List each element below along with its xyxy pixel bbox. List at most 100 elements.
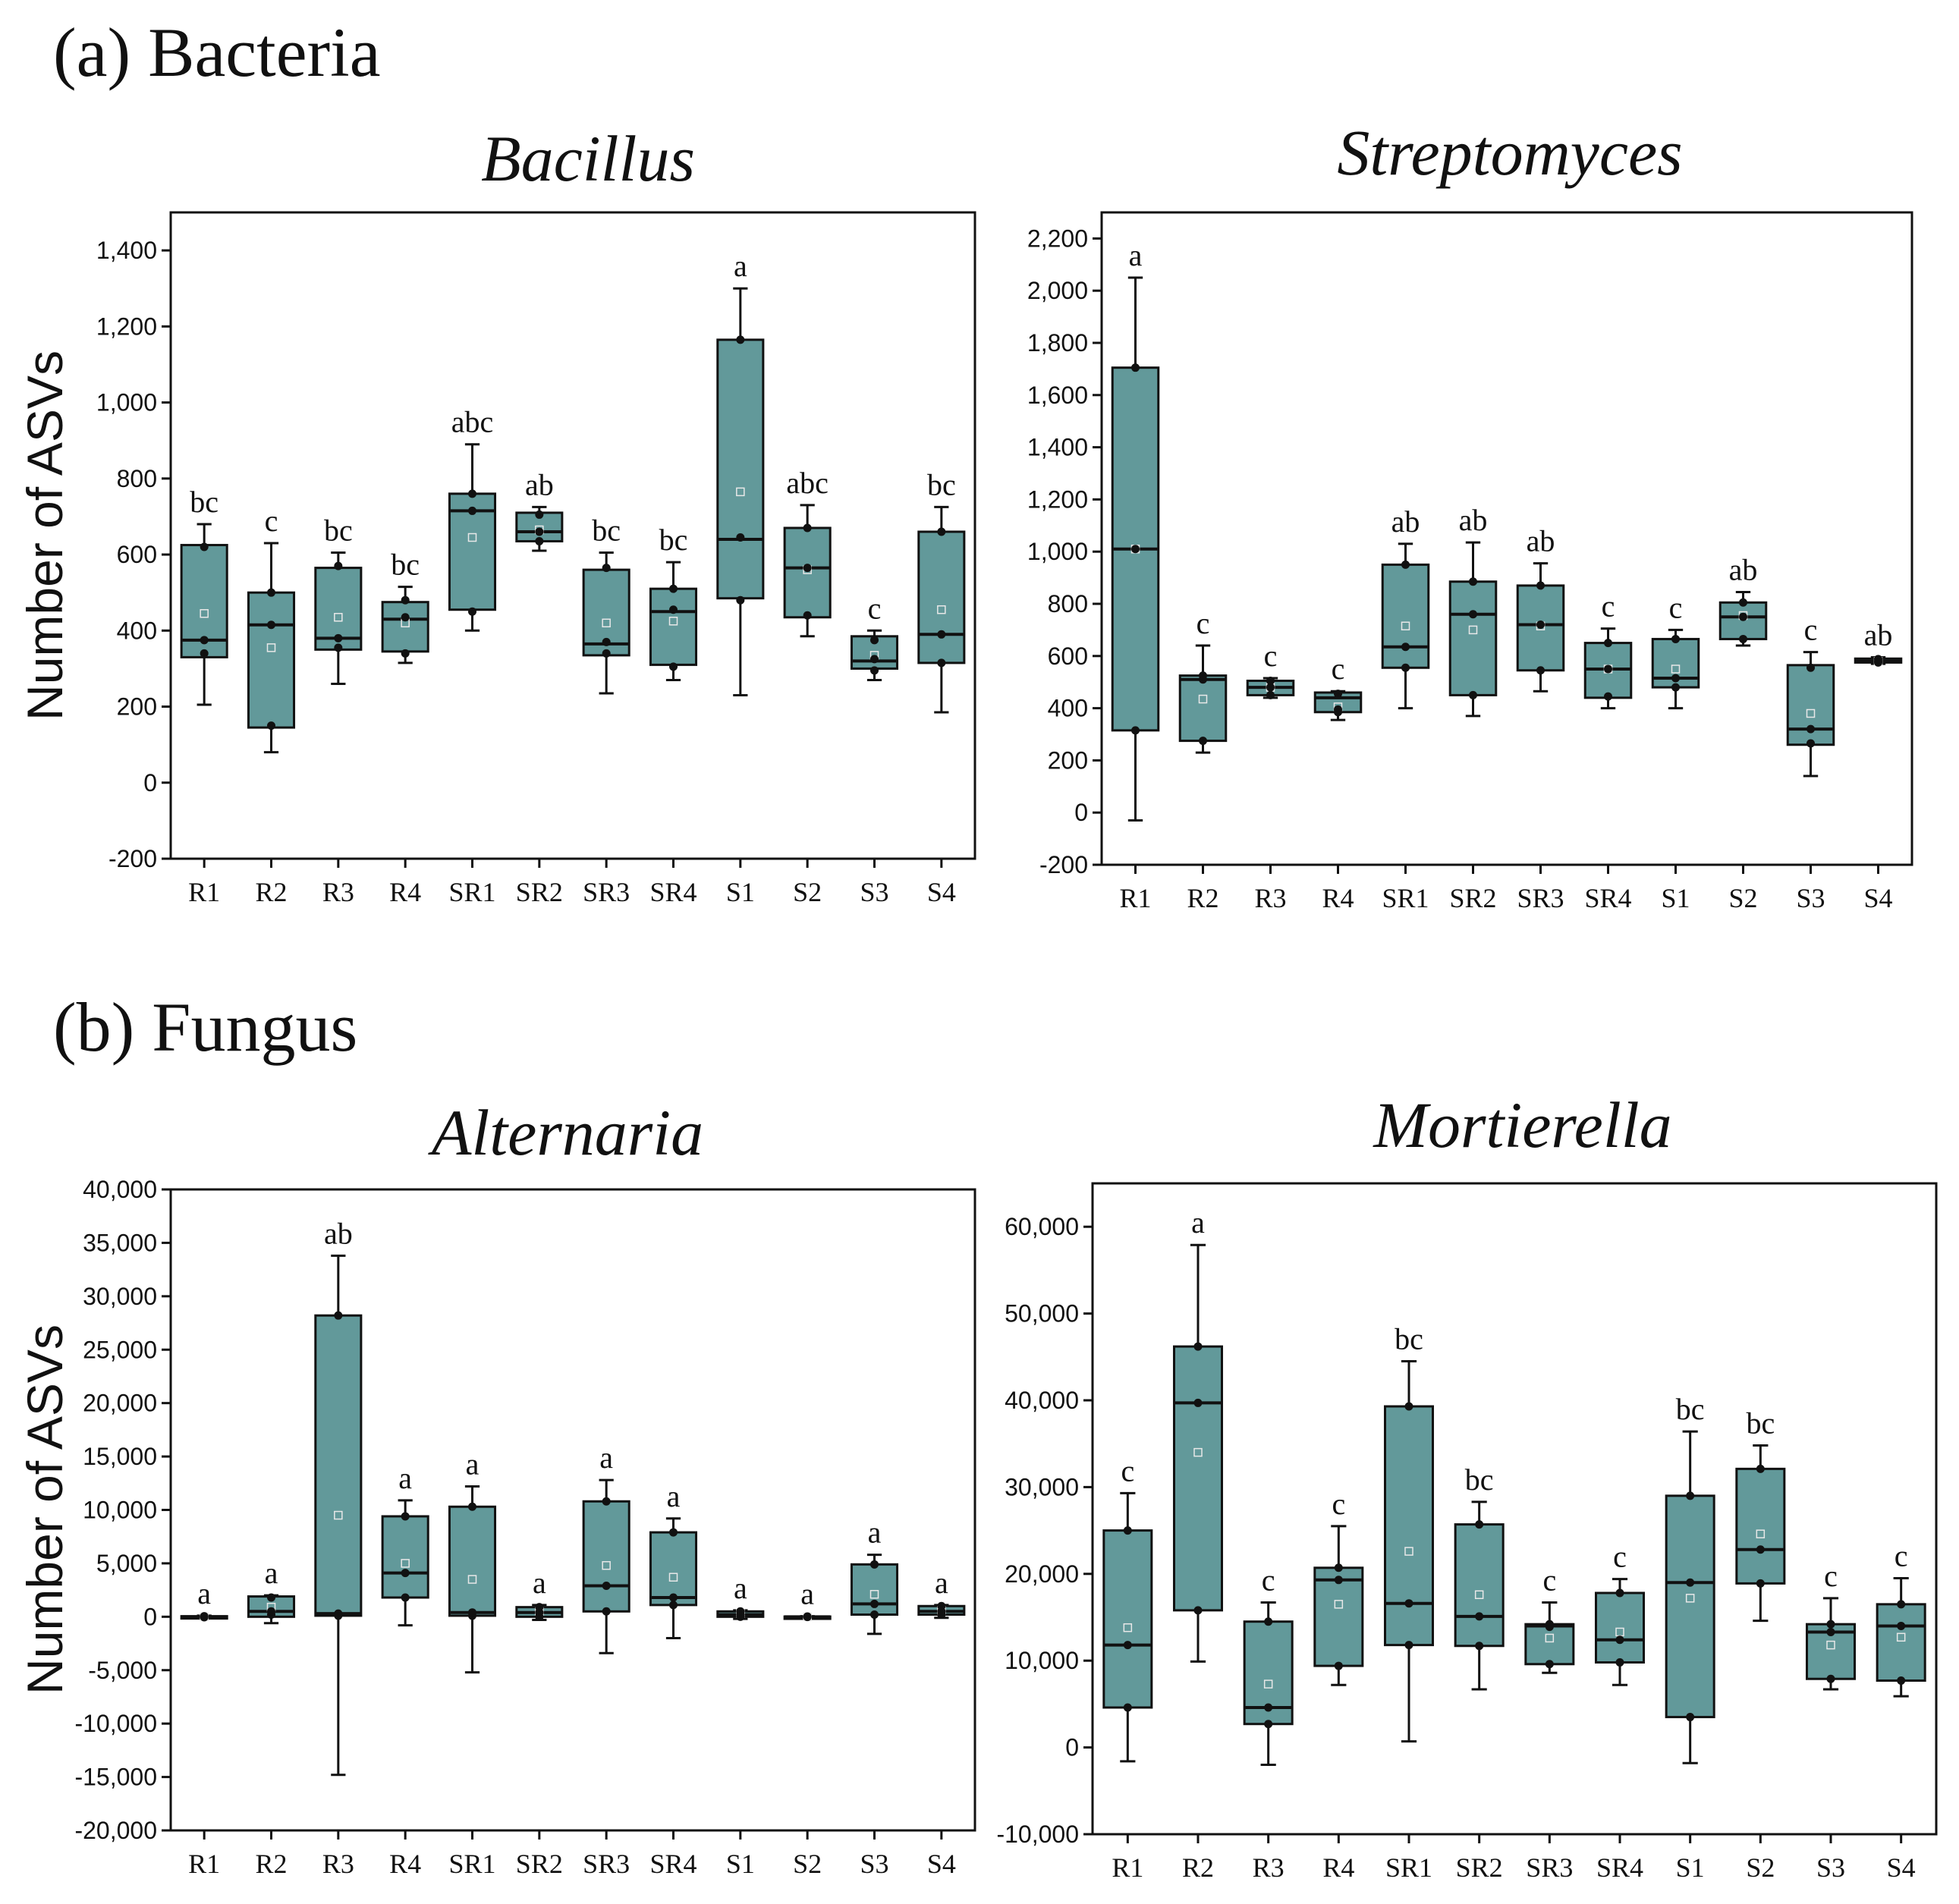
data-point	[267, 1593, 275, 1602]
significance-label: a	[868, 1516, 882, 1550]
mean-marker	[1474, 1590, 1484, 1600]
box-S4	[917, 530, 966, 665]
data-point	[535, 537, 544, 546]
significance-label: a	[533, 1566, 546, 1600]
mean-marker	[1404, 1547, 1413, 1556]
y-tick-label: 2,000	[1027, 277, 1088, 304]
data-point	[937, 630, 946, 639]
y-tick-label: 0	[1065, 1734, 1079, 1761]
significance-label: a	[734, 1571, 747, 1605]
y-tick-label: 20,000	[1005, 1560, 1079, 1588]
data-point	[602, 1607, 611, 1616]
data-point	[468, 607, 476, 616]
y-axis-label: Number of ASVs	[17, 350, 73, 721]
y-tick-label: 800	[117, 465, 157, 492]
significance-label: a	[466, 1447, 480, 1481]
y-tick-label: -10,000	[996, 1821, 1079, 1848]
y-tick-label: 50,000	[1005, 1300, 1079, 1327]
significance-label: a	[800, 1577, 814, 1611]
significance-label: c	[265, 504, 278, 538]
box-S1	[1665, 1494, 1715, 1719]
data-point	[401, 1569, 410, 1578]
significance-label: a	[935, 1566, 948, 1600]
box-SR2	[1448, 580, 1498, 696]
significance-label: a	[1129, 238, 1143, 272]
y-tick-label: 1,200	[1027, 485, 1088, 513]
mean-marker	[467, 1575, 477, 1584]
x-tick-label: SR3	[1526, 1852, 1573, 1883]
data-point	[1404, 1402, 1413, 1411]
data-point	[1401, 560, 1410, 569]
data-point	[736, 533, 745, 542]
mean-marker	[1806, 709, 1816, 718]
x-tick-label: SR3	[583, 1849, 630, 1879]
data-point	[468, 506, 476, 515]
x-tick-label: SR2	[516, 1849, 563, 1879]
box-R1	[1102, 1529, 1153, 1709]
significance-label: a	[667, 1479, 681, 1513]
data-point	[1671, 634, 1680, 643]
y-tick-label: 800	[1048, 590, 1088, 617]
significance-label: ab	[525, 467, 554, 501]
y-tick-label: -10,000	[74, 1710, 157, 1737]
data-point	[669, 1528, 678, 1537]
box-R2	[1172, 1345, 1224, 1612]
significance-label: c	[1196, 606, 1210, 640]
data-point	[1199, 737, 1207, 746]
data-point	[669, 1593, 678, 1602]
y-tick-label: 400	[117, 617, 157, 644]
data-point	[803, 611, 812, 620]
y-tick-label: 1,400	[1027, 434, 1088, 461]
data-point	[870, 1599, 879, 1608]
data-point	[602, 564, 611, 573]
box-SR2	[1454, 1523, 1505, 1648]
mean-marker	[1685, 1594, 1695, 1603]
mean-marker	[1671, 665, 1681, 674]
data-point	[1266, 676, 1275, 685]
y-tick-label: 10,000	[83, 1497, 157, 1524]
x-tick-label: S1	[1661, 883, 1690, 913]
box-SR1	[1383, 1405, 1435, 1647]
y-tick-label: 30,000	[83, 1283, 157, 1310]
chart-bacillus: Bacillus Number of ASVs -200 0 200 400 600 800 1…	[17, 122, 976, 907]
panel-title: Mortierella	[1372, 1089, 1671, 1161]
data-point	[267, 588, 275, 597]
y-tick-label: -200	[1039, 851, 1088, 878]
data-point	[803, 564, 812, 573]
mean-marker	[736, 487, 745, 497]
significance-label: c	[1264, 639, 1278, 673]
x-tick-label: S3	[860, 1849, 888, 1879]
significance-label: bc	[659, 523, 688, 557]
significance-label: c	[868, 591, 882, 625]
box-R4	[1313, 1566, 1364, 1667]
data-point	[1264, 1720, 1273, 1729]
significance-label: abc	[451, 405, 494, 439]
x-tick-label: S2	[1746, 1852, 1775, 1883]
x-tick-label: SR3	[583, 877, 630, 907]
box-SR1	[448, 1505, 497, 1617]
x-tick-label: S4	[1887, 1852, 1916, 1883]
box-R2	[1178, 674, 1228, 743]
data-point	[535, 510, 544, 519]
data-point	[1131, 726, 1140, 735]
y-tick-label: 60,000	[1005, 1213, 1079, 1240]
significance-label: bc	[391, 548, 420, 582]
y-tick-label: 40,000	[1005, 1387, 1079, 1414]
mean-marker	[1123, 1623, 1133, 1632]
x-tick-label: S4	[927, 1849, 956, 1879]
data-point	[1401, 643, 1410, 652]
data-point	[1123, 1526, 1132, 1535]
significance-label: c	[1262, 1563, 1275, 1598]
data-point	[468, 489, 476, 498]
mean-marker	[334, 613, 343, 622]
section-title-fungus: (b) Fungus	[53, 988, 357, 1066]
x-tick-label: R4	[1322, 1852, 1354, 1883]
data-point	[669, 584, 678, 593]
data-point	[1475, 1520, 1484, 1529]
x-tick-label: SR1	[1382, 883, 1429, 913]
y-tick-label: 600	[117, 541, 157, 568]
data-point	[1615, 1635, 1624, 1645]
data-point	[1199, 671, 1207, 680]
x-tick-label: SR2	[516, 877, 563, 907]
